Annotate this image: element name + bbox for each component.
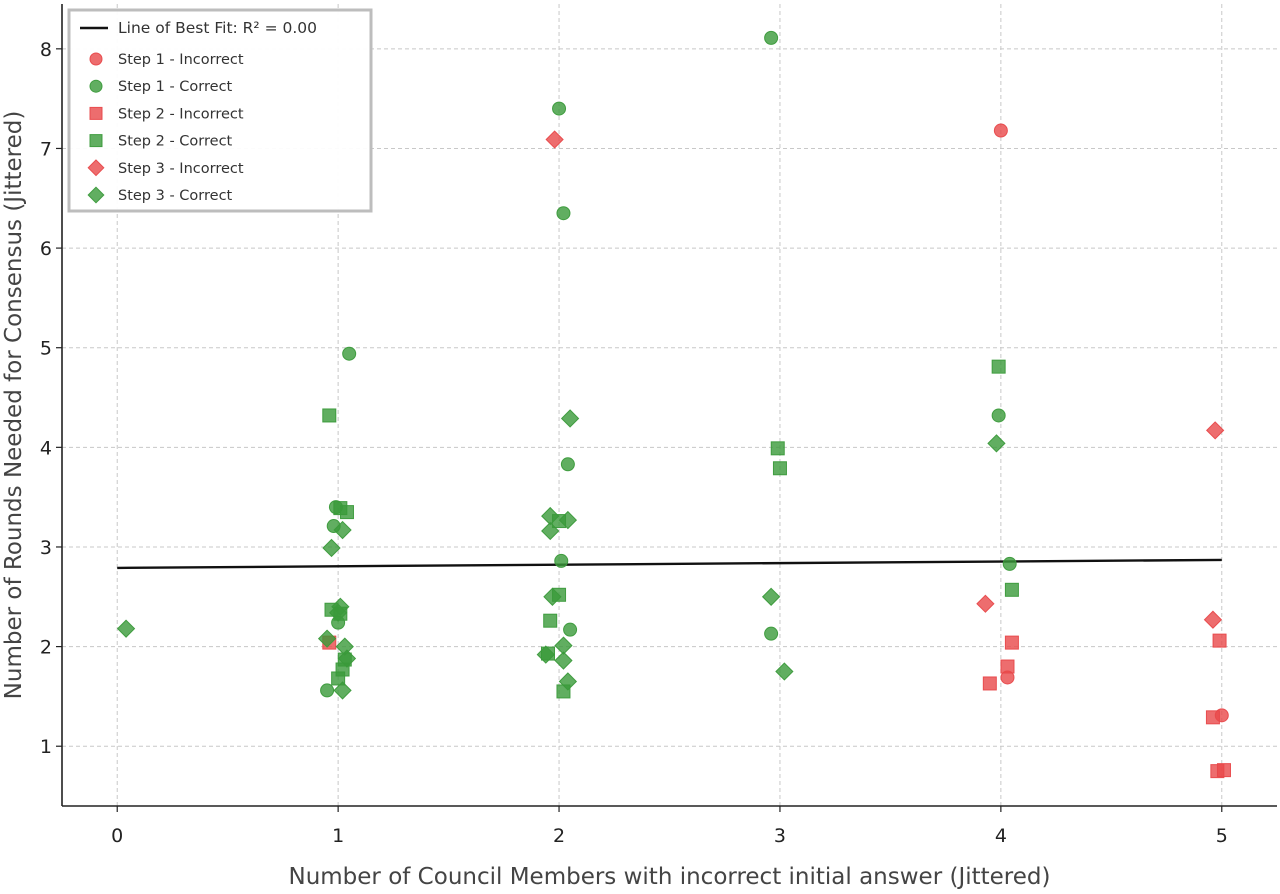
data-point (328, 603, 348, 622)
y-tick-label: 5 (40, 338, 52, 360)
data-point (560, 457, 575, 472)
legend-label: Step 3 - Correct (118, 188, 233, 204)
series-step-2-correct (322, 359, 1019, 699)
legend-label: Step 1 - Correct (118, 79, 233, 95)
x-tick-label: 1 (332, 825, 344, 847)
legend-label: Step 3 - Incorrect (118, 161, 244, 177)
data-point (1004, 635, 1019, 650)
y-tick-label: 2 (40, 637, 52, 659)
legend-box (67, 8, 373, 213)
data-point (317, 629, 337, 648)
series-step-3-incorrect (545, 130, 1225, 629)
data-point (322, 538, 341, 558)
x-axis-title: Number of Council Members with incorrect… (289, 864, 1051, 890)
data-point (764, 30, 779, 45)
fit-line (117, 558, 1222, 570)
legend-label: Step 1 - Incorrect (118, 52, 244, 68)
legend-marker (89, 79, 103, 93)
data-point (1000, 659, 1015, 674)
legend-marker (87, 159, 105, 177)
data-point (770, 441, 785, 456)
x-tick-label: 4 (995, 825, 1007, 847)
y-tick-label: 8 (40, 39, 52, 61)
data-point (563, 622, 578, 637)
data-point (1002, 556, 1017, 571)
series-step-3-correct (116, 409, 1006, 700)
legend-marker (89, 52, 103, 66)
x-tick-label: 3 (774, 825, 786, 847)
series-step-1-correct (320, 30, 1017, 698)
y-tick-label: 1 (40, 736, 52, 758)
y-tick-label: 7 (40, 138, 52, 160)
data-point (552, 101, 567, 116)
legend-marker (89, 134, 103, 148)
legend-fit-label: Line of Best Fit: R² = 0.00 (118, 19, 317, 37)
data-point (772, 461, 787, 476)
legend-label: Step 2 - Incorrect (118, 106, 244, 122)
x-tick-label: 5 (1216, 825, 1228, 847)
data-point (543, 613, 558, 628)
data-point (342, 346, 357, 361)
x-tick-label: 0 (111, 825, 123, 847)
data-point (987, 434, 1006, 453)
data-point (116, 619, 136, 638)
data-point (991, 408, 1006, 423)
y-tick-label: 6 (40, 238, 52, 260)
series-step-1-incorrect (993, 123, 1229, 723)
data-point (976, 594, 995, 613)
tick-labels: 0 1 2 3 4 5 1 2 3 4 5 6 7 8 (40, 39, 1228, 847)
data-point (761, 587, 781, 606)
data-point (1205, 710, 1220, 725)
data-point (993, 123, 1008, 138)
data-point (764, 626, 779, 641)
y-axis-title: Number of Rounds Needed for Consensus (J… (1, 111, 27, 700)
data-point (333, 681, 352, 700)
data-point (339, 505, 354, 520)
series-step-2-incorrect (322, 633, 1231, 779)
data-point (543, 587, 562, 606)
legend-marker (87, 186, 105, 204)
legend: Line of Best Fit: R² = 0.00 Step 1 - Inco… (67, 8, 373, 213)
legend-label: Step 2 - Correct (118, 134, 233, 150)
x-tick-label: 2 (553, 825, 565, 847)
data-point (1004, 582, 1019, 597)
data-point (337, 649, 357, 668)
data-point (1216, 763, 1231, 778)
data-point (1212, 633, 1227, 648)
data-point (322, 408, 337, 423)
y-tick-label: 4 (40, 437, 52, 459)
data-points (116, 30, 1231, 779)
data-point (554, 553, 569, 568)
fit-line-group (117, 558, 1222, 570)
data-point (556, 206, 571, 221)
data-point (554, 651, 573, 670)
data-point (558, 672, 578, 691)
y-tick-label: 3 (40, 537, 52, 559)
data-point (558, 510, 578, 530)
data-point (1205, 421, 1225, 440)
data-point (991, 359, 1006, 374)
data-point (775, 662, 794, 681)
legend-marker (89, 106, 103, 120)
data-point (536, 645, 555, 664)
data-point (982, 676, 997, 691)
data-point (1203, 610, 1223, 629)
data-point (320, 683, 335, 698)
data-point (331, 671, 346, 686)
data-point (541, 521, 560, 541)
data-point (560, 409, 580, 428)
axes (56, 4, 1277, 812)
data-point (333, 520, 352, 540)
data-point (545, 130, 564, 149)
